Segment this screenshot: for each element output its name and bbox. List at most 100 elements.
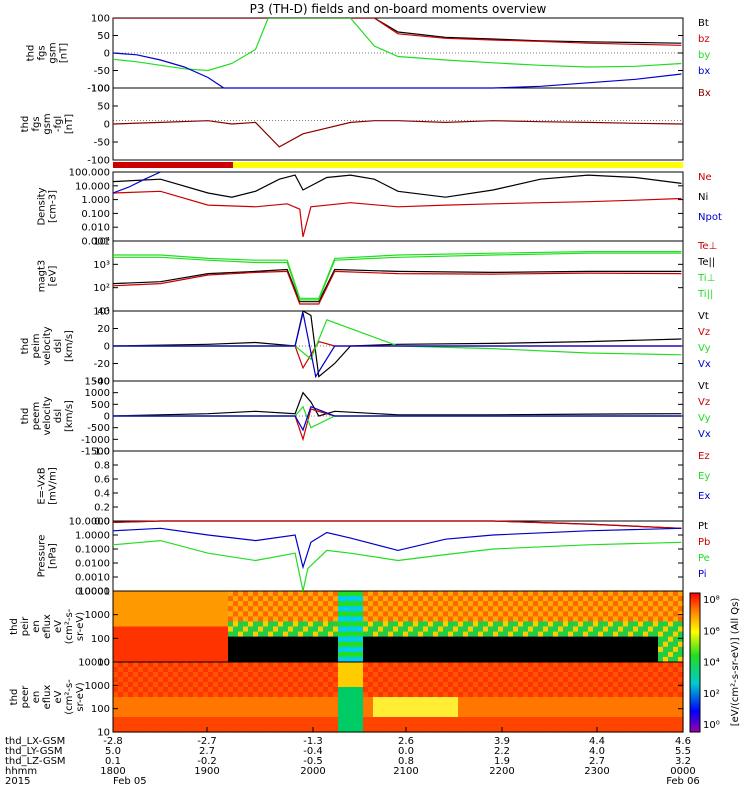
spec-cell — [473, 702, 479, 708]
spec-cell — [358, 636, 364, 643]
spec-cell — [423, 601, 429, 607]
spec-cell — [208, 702, 214, 708]
spec-cell — [368, 727, 374, 733]
spec-cell — [398, 606, 404, 612]
spec-cell — [533, 636, 539, 643]
spec-cell — [258, 616, 264, 623]
spec-cell — [238, 727, 244, 733]
series-Vx — [113, 312, 682, 379]
spec-cell — [203, 682, 209, 688]
spec-cell — [258, 712, 264, 718]
spec-cell — [668, 596, 674, 602]
spec-cell — [218, 591, 224, 597]
spec-cell — [418, 626, 424, 633]
spec-cell — [163, 677, 169, 683]
spec-cell — [393, 727, 399, 733]
spec-cell — [168, 601, 174, 607]
spec-cell — [128, 667, 134, 673]
spec-cell — [253, 707, 259, 713]
spec-cell — [638, 606, 644, 612]
spec-cell — [313, 591, 319, 597]
spec-cell — [423, 692, 429, 698]
spec-cell — [393, 687, 399, 693]
spec-cell — [443, 677, 449, 683]
spec-cell — [263, 596, 269, 602]
spec-cell — [418, 707, 424, 713]
spec-cell — [568, 641, 574, 648]
spec-cell — [503, 606, 509, 612]
spec-cell — [538, 651, 544, 658]
spec-cell — [418, 722, 424, 728]
spec-cell — [573, 606, 579, 612]
spec-cell — [593, 677, 599, 683]
spec-cell — [378, 611, 384, 617]
spec-cell — [583, 626, 589, 633]
spec-cell — [448, 631, 454, 638]
spec-cell — [113, 712, 119, 718]
spec-cell — [563, 591, 569, 597]
spec-cell — [433, 636, 439, 643]
spec-cell — [248, 621, 254, 628]
spec-cell — [598, 717, 604, 723]
spec-cell — [393, 692, 399, 698]
spec-cell — [248, 677, 254, 683]
spec-cell — [358, 667, 364, 673]
spec-cell — [623, 621, 629, 628]
spec-cell — [188, 646, 194, 653]
spec-cell — [233, 616, 239, 623]
spec-cell — [638, 662, 644, 668]
spec-cell — [318, 727, 324, 733]
spec-cell — [628, 722, 634, 728]
spec-cell — [443, 662, 449, 668]
spec-cell — [588, 707, 594, 713]
spec-cell — [233, 707, 239, 713]
spec-cell — [438, 712, 444, 718]
spec-cell — [358, 677, 364, 683]
spec-cell — [253, 667, 259, 673]
spec-cell — [563, 702, 569, 708]
spec-cell — [233, 641, 239, 648]
spec-cell — [348, 636, 354, 643]
spec-cell — [418, 672, 424, 678]
panel-frame — [112, 520, 684, 592]
spec-cell — [153, 712, 159, 718]
spec-cell — [488, 646, 494, 653]
ylabel-line: sr-eV) — [75, 682, 86, 711]
spec-cell — [253, 712, 259, 718]
spec-cell — [573, 677, 579, 683]
spec-cell — [143, 651, 149, 658]
spec-cell — [548, 677, 554, 683]
spec-cell — [293, 727, 299, 733]
spec-cell — [568, 626, 574, 633]
spec-cell — [518, 596, 524, 602]
spec-cell — [393, 722, 399, 728]
spec-cell — [618, 591, 624, 597]
spec-cell — [208, 616, 214, 623]
spec-cell — [568, 672, 574, 678]
spec-cell — [148, 641, 154, 648]
spec-cell — [513, 712, 519, 718]
spec-cell — [488, 682, 494, 688]
spec-cell — [368, 697, 374, 703]
spec-cell — [243, 727, 249, 733]
spec-cell — [623, 712, 629, 718]
spec-cell — [638, 651, 644, 658]
spec-cell — [513, 662, 519, 668]
spec-cell — [518, 601, 524, 607]
legend-entry: Pb — [698, 537, 710, 548]
spec-cell — [438, 692, 444, 698]
spec-cell — [238, 692, 244, 698]
spec-cell — [283, 702, 289, 708]
spec-cell — [548, 722, 554, 728]
spec-cell — [283, 621, 289, 628]
ylabel-line: velocity — [42, 396, 53, 435]
spec-cell — [593, 606, 599, 612]
spec-cell — [163, 707, 169, 713]
spec-cell — [218, 707, 224, 713]
spec-cell — [558, 697, 564, 703]
spec-cell — [613, 682, 619, 688]
spec-cell — [193, 722, 199, 728]
spec-cell — [278, 662, 284, 668]
spec-cell — [178, 601, 184, 607]
spec-cell — [233, 621, 239, 628]
